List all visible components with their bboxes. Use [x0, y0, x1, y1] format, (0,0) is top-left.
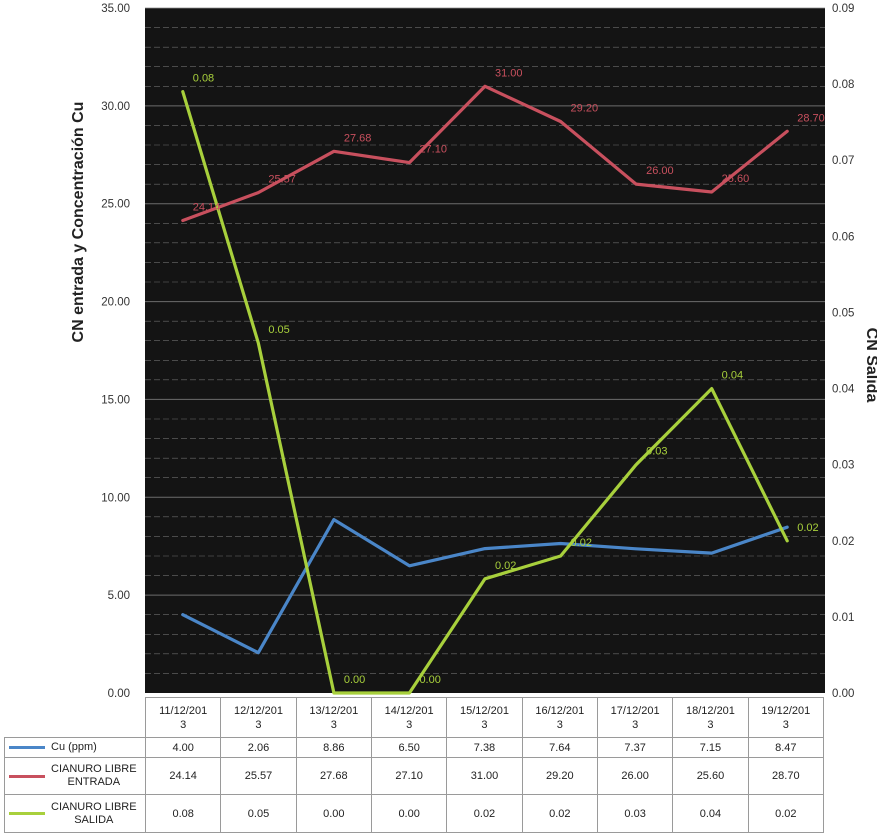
category-label: 19/12/201 3	[747, 696, 825, 739]
table-cell: 0.04	[672, 794, 749, 833]
left-axis-title: CN entrada y Concentración Cu	[70, 102, 87, 343]
category-label: 18/12/201 3	[672, 696, 749, 739]
table-cell: 8.86	[295, 737, 372, 758]
table-row: CIANURO LIBRE SALIDA 0.08 0.05 0.00 0.00 0.02…	[4, 794, 825, 833]
category-label: 13/12/201 3	[295, 696, 372, 739]
right-tick-label: 0.09	[832, 3, 854, 15]
data-label: 0.04	[722, 370, 743, 382]
plot-area	[145, 8, 825, 693]
gridlines	[145, 7, 825, 674]
data-label: 0.00	[419, 674, 440, 686]
table-cell: 31.00	[446, 756, 523, 796]
left-tick-label: 20.00	[101, 297, 130, 309]
table-cell: 6.50	[370, 737, 448, 758]
data-label: 31.00	[495, 67, 523, 79]
legend-swatch	[9, 774, 45, 778]
table-cell: 0.05	[220, 794, 297, 833]
data-label: 24.14	[193, 202, 221, 214]
legend-label: Cu (ppm)	[51, 741, 97, 754]
table-cell: 27.10	[370, 756, 448, 796]
table-cell: 7.37	[596, 737, 674, 758]
table-row: Cu (ppm) 4.00 2.06 8.86 6.50 7.38 7.64 7.37 7.15…	[4, 737, 825, 758]
data-label: 0.02	[495, 560, 516, 572]
table-cell: 7.38	[446, 737, 523, 758]
category-label: 17/12/201 3	[596, 696, 674, 739]
legend-swatch	[9, 812, 45, 816]
table-cell: 0.08	[144, 794, 222, 833]
right-tick-label: 0.06	[832, 231, 854, 243]
series-lines	[181, 84, 789, 695]
table-corner	[5, 698, 146, 738]
table-cell: 7.64	[521, 737, 598, 758]
right-tick-label: 0.05	[832, 307, 854, 319]
data-label: 28.70	[797, 112, 825, 124]
data-label: 27.10	[419, 144, 447, 156]
legend-cell: CIANURO LIBRE SALIDA	[4, 794, 146, 833]
legend-cell: Cu (ppm)	[4, 737, 146, 758]
series-line-2	[181, 90, 789, 695]
data-label: 29.20	[571, 103, 599, 115]
table-cell: 0.00	[295, 794, 372, 833]
left-tick-label: 10.00	[101, 492, 130, 504]
data-label: 25.57	[268, 174, 296, 186]
category-label: 16/12/201 3	[521, 696, 598, 739]
table-header-row: 11/12/201 3 12/12/201 3 13/12/201 3 14/12/2…	[5, 696, 825, 739]
data-label: 0.02	[797, 522, 818, 534]
legend-cell: CIANURO LIBRE ENTRADA	[4, 756, 146, 796]
table-cell: 26.00	[596, 756, 674, 796]
table-cell: 0.00	[370, 794, 448, 833]
table-cell: 29.20	[521, 756, 598, 796]
data-label: 0.03	[646, 446, 667, 458]
right-tick-label: 0.07	[832, 155, 854, 167]
data-table: 11/12/201 3 12/12/201 3 13/12/201 3 14/12/2…	[4, 696, 825, 833]
table-cell: 8.47	[747, 737, 825, 758]
table-cell: 24.14	[144, 756, 222, 796]
table-cell: 28.70	[747, 756, 825, 796]
data-label: 0.08	[193, 73, 214, 85]
left-tick-label: 5.00	[108, 590, 130, 602]
right-axis-ticks: 0.00 0.01 0.02 0.03 0.04 0.05 0.06 0.07 0.08 0.09	[832, 3, 855, 697]
right-axis-title: CN Salida	[863, 328, 877, 403]
category-label: 14/12/201 3	[370, 696, 448, 739]
table-cell: 27.68	[295, 756, 372, 796]
right-tick-label: 0.04	[832, 384, 855, 396]
data-label: 26.00	[646, 165, 674, 177]
right-tick-label: 0.08	[832, 79, 854, 91]
chart: 0.00 5.00 10.00 15.00 20.00 25.00 30.00 35.00 0…	[70, 3, 877, 697]
right-tick-label: 0.03	[832, 460, 854, 472]
table-cell: 7.15	[672, 737, 749, 758]
table-cell: 4.00	[144, 737, 222, 758]
left-tick-label: 35.00	[101, 3, 130, 15]
table-cell: 2.06	[220, 737, 297, 758]
left-tick-label: 30.00	[101, 101, 130, 113]
data-labels: 24.14 25.57 27.68 27.10 31.00 29.20 26.00 25.60…	[193, 67, 825, 686]
data-label: 27.68	[344, 132, 372, 144]
table-cell: 0.02	[747, 794, 825, 833]
right-tick-label: 0.01	[832, 612, 854, 624]
category-label: 15/12/201 3	[446, 696, 523, 739]
table-cell: 25.60	[672, 756, 749, 796]
data-label: 0.00	[344, 674, 365, 686]
left-axis-ticks: 0.00 5.00 10.00 15.00 20.00 25.00 30.00 35.00	[101, 3, 130, 697]
series-line-0	[181, 517, 789, 655]
data-label: 25.60	[722, 173, 750, 185]
left-tick-label: 0.00	[108, 688, 130, 697]
right-tick-label: 0.00	[832, 688, 854, 697]
data-label: 0.02	[571, 537, 592, 549]
right-tick-label: 0.02	[832, 536, 854, 548]
legend-swatch	[9, 746, 45, 750]
data-label: 0.05	[268, 324, 289, 336]
left-tick-label: 15.00	[101, 394, 130, 406]
table-cell: 0.02	[446, 794, 523, 833]
category-label: 12/12/201 3	[220, 696, 297, 739]
legend-label: CIANURO LIBRE SALIDA	[51, 800, 137, 826]
table-cell: 0.03	[596, 794, 674, 833]
table-cell: 25.57	[220, 756, 297, 796]
legend-label: CIANURO LIBRE ENTRADA	[51, 763, 137, 789]
table-cell: 0.02	[521, 794, 598, 833]
table-row: CIANURO LIBRE ENTRADA 24.14 25.57 27.68 27.1…	[4, 756, 825, 796]
category-label: 11/12/201 3	[144, 696, 222, 739]
series-line-1	[181, 84, 789, 223]
left-tick-label: 25.00	[101, 199, 130, 211]
